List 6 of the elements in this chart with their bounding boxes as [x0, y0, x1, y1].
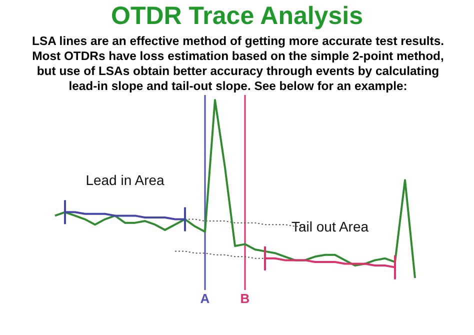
chart-title: OTDR Trace Analysis	[110, 2, 364, 31]
series-label: Tail out Area	[291, 218, 369, 234]
text: B	[240, 291, 250, 306]
chart-subtitle: LSA lines are an effective method of getting more accurate test results. Most OTDRs have loss estimation based on the simple 2-point method, but use of LSAs obtain better accuracy through events by calculating lead-in slope and tail-out slope. See below for an example:	[32, 34, 444, 94]
text: A	[200, 291, 210, 306]
series-label: Lead in Area	[86, 172, 165, 188]
